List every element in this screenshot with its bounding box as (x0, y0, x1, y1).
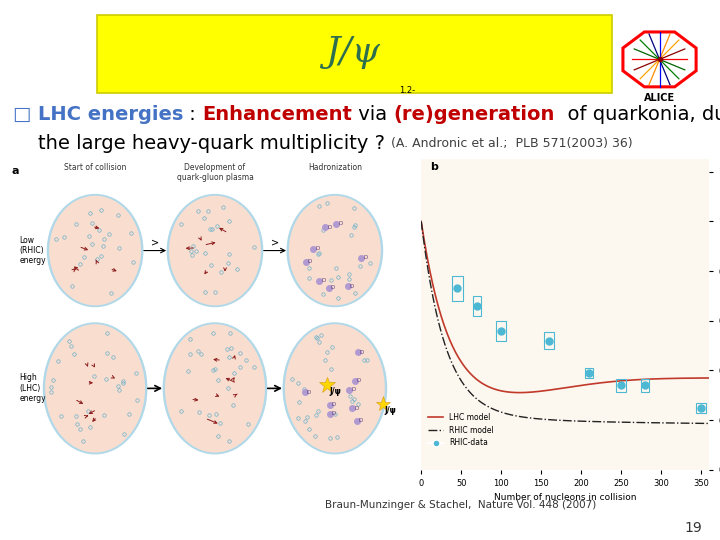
Text: 19: 19 (684, 521, 702, 535)
Text: J/ψ: J/ψ (329, 387, 341, 396)
Text: D: D (350, 284, 354, 289)
Text: D: D (331, 285, 335, 290)
Text: D: D (315, 246, 320, 251)
Text: D: D (327, 225, 331, 230)
Text: D: D (363, 255, 367, 260)
Text: :: : (183, 105, 202, 124)
Text: D: D (354, 406, 359, 411)
Text: D: D (332, 402, 336, 408)
Text: Braun-Munzinger & Stachel,  Nature Vol. 448 (2007): Braun-Munzinger & Stachel, Nature Vol. 4… (325, 500, 596, 510)
Text: Development of
quark-gluon plasma: Development of quark-gluon plasma (176, 163, 253, 183)
Text: □: □ (13, 105, 37, 124)
Ellipse shape (166, 194, 264, 307)
Text: >: > (151, 238, 159, 247)
Text: a: a (12, 166, 19, 176)
Text: D: D (351, 387, 356, 393)
Text: Low
(RHIC)
energy: Low (RHIC) energy (19, 235, 46, 266)
Ellipse shape (289, 195, 381, 306)
Text: 1.2-: 1.2- (400, 86, 415, 96)
Text: ALICE: ALICE (644, 93, 675, 104)
Ellipse shape (47, 194, 143, 307)
Text: (re)generation: (re)generation (393, 105, 554, 124)
Text: J/ψ: J/ψ (384, 406, 397, 415)
Text: Hadronization: Hadronization (308, 163, 362, 172)
Text: b: b (430, 163, 438, 172)
Ellipse shape (49, 195, 141, 306)
Text: D: D (332, 411, 336, 416)
Ellipse shape (285, 324, 384, 453)
Ellipse shape (165, 324, 265, 453)
Text: D: D (321, 279, 325, 284)
Text: of quarkonia, due to: of quarkonia, due to (554, 105, 720, 124)
Text: D: D (356, 379, 361, 383)
Ellipse shape (287, 194, 383, 307)
X-axis label: Number of nucleons in collision: Number of nucleons in collision (494, 494, 636, 502)
Text: Start of collision: Start of collision (64, 163, 126, 172)
Text: High
(LHC)
energy: High (LHC) energy (19, 374, 46, 403)
Ellipse shape (163, 322, 267, 455)
Text: D: D (308, 259, 312, 264)
Text: via: via (352, 105, 393, 124)
Text: D: D (359, 418, 363, 423)
Text: LHC energies: LHC energies (37, 105, 183, 124)
Ellipse shape (45, 324, 145, 453)
Text: (A. Andronic et al.;  PLB 571(2003) 36): (A. Andronic et al.; PLB 571(2003) 36) (391, 137, 633, 150)
FancyBboxPatch shape (97, 15, 612, 93)
Text: the large heavy-quark multiplicity ?: the large heavy-quark multiplicity ? (13, 133, 391, 153)
Text: D: D (360, 349, 364, 355)
Text: Enhancement: Enhancement (202, 105, 352, 124)
Text: >: > (271, 238, 279, 247)
Text: D: D (338, 221, 342, 226)
Ellipse shape (169, 195, 261, 306)
Ellipse shape (282, 322, 387, 455)
Text: D: D (307, 389, 311, 395)
Text: J/ψ: J/ψ (325, 36, 380, 69)
Legend: LHC model, RHIC model, RHIC-data: LHC model, RHIC model, RHIC-data (425, 410, 498, 450)
Ellipse shape (42, 322, 148, 455)
